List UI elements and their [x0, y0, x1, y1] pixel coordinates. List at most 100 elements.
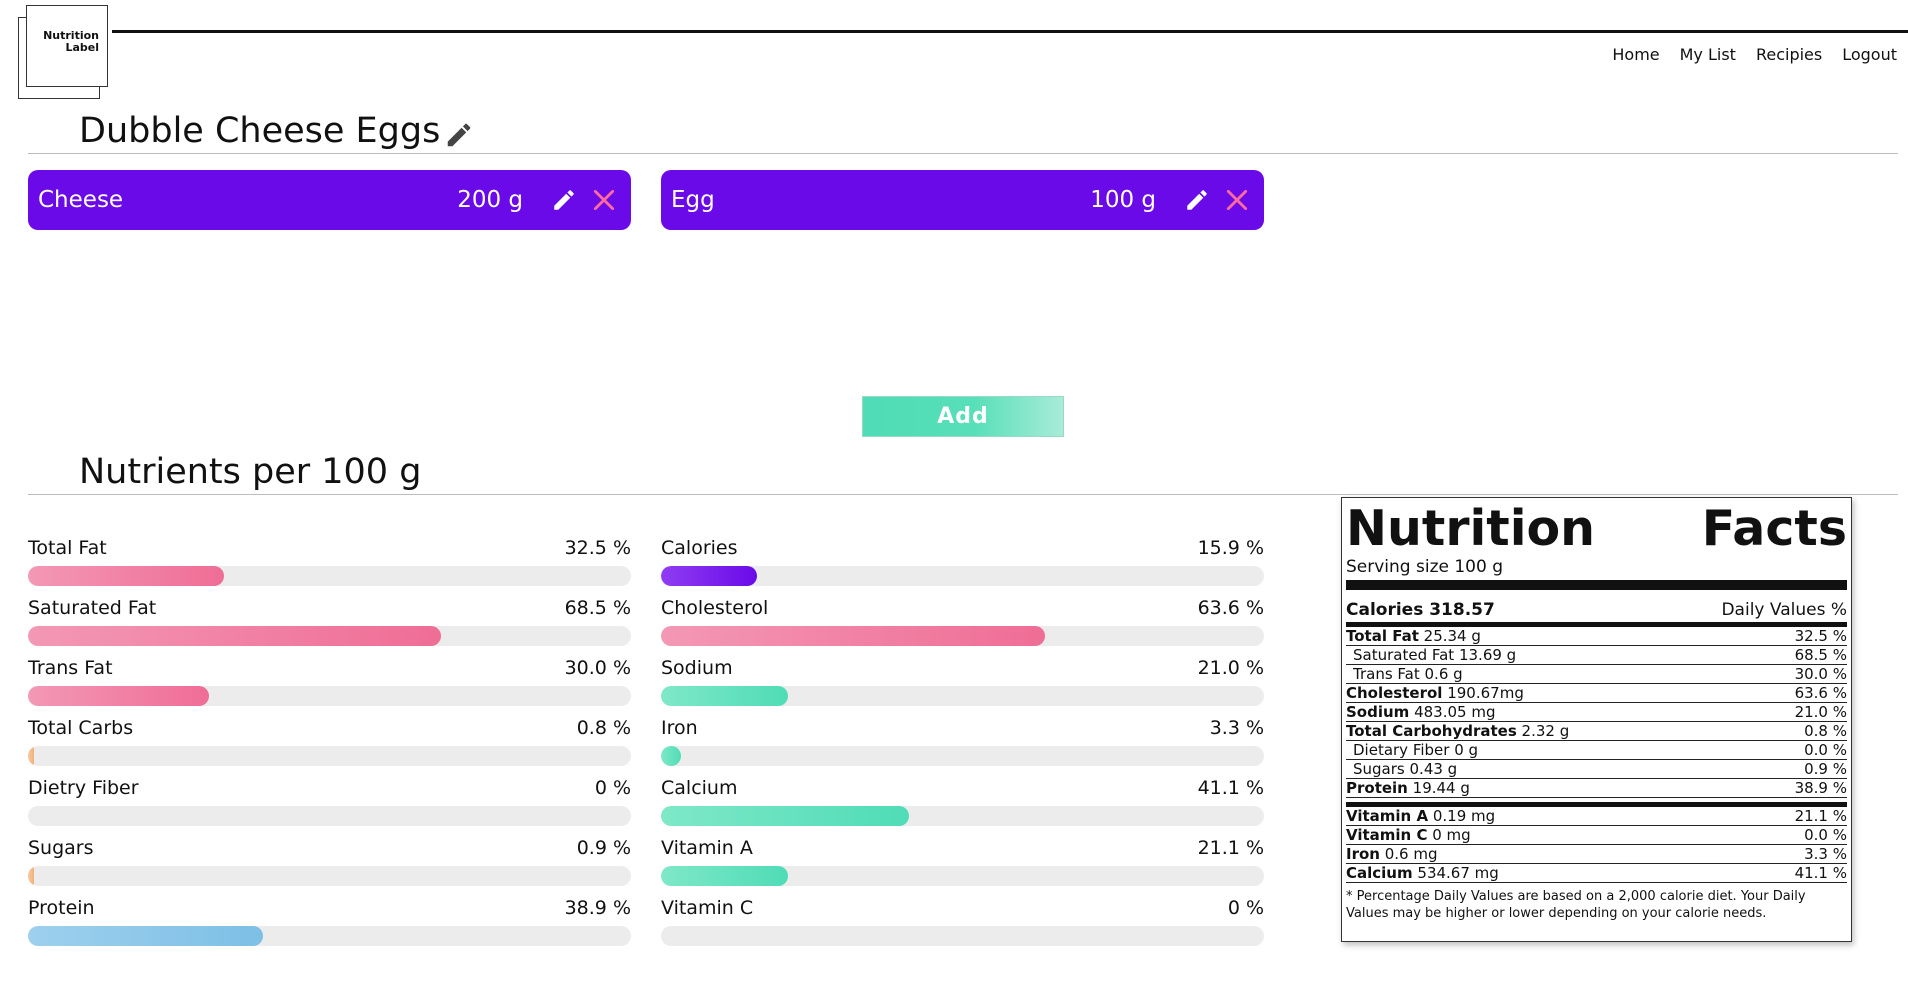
nutrient-bar-fill [28, 686, 209, 706]
facts-row: Protein 19.44 g 38.9 % [1346, 779, 1847, 798]
nutrition-facts-label: Nutrition Facts Serving size 100 g Calor… [1341, 497, 1852, 942]
nutrient-bar-track [661, 566, 1264, 586]
facts-row: Saturated Fat 13.69 g 68.5 % [1346, 646, 1847, 665]
nav-recipes-link[interactable]: Recipies [1755, 45, 1823, 64]
nutrient-bar-fill [28, 626, 442, 646]
facts-row-amount: 483.05 mg [1414, 703, 1496, 721]
nutrient-bar-fill [661, 866, 789, 886]
facts-heading: Nutrition Facts [1346, 502, 1847, 556]
nutrient-percent: 15.9 % [1197, 537, 1264, 559]
nutrient-percent: 38.9 % [564, 897, 631, 919]
nav-logout-link[interactable]: Logout [1842, 45, 1897, 64]
facts-row: Sugars 0.43 g 0.9 % [1346, 760, 1847, 779]
nutrient-row: Saturated Fat 68.5 % [28, 597, 631, 655]
facts-row-amount: 0.6 g [1424, 665, 1463, 683]
nutrient-bar-fill [661, 746, 681, 766]
facts-title-right: Facts [1701, 500, 1847, 557]
facts-daily-values-header: Daily Values % [1721, 600, 1847, 620]
facts-row-percent: 41.1 % [1794, 864, 1847, 882]
facts-row-amount: 25.34 g [1423, 627, 1481, 645]
nutrient-bar-fill [661, 686, 788, 706]
facts-row-name: Saturated Fat [1353, 646, 1455, 664]
facts-mineral-divider [1346, 802, 1847, 807]
recipe-title: Dubble Cheese Eggs [79, 111, 441, 151]
logo-line-1: Nutrition [43, 29, 99, 42]
facts-title-left: Nutrition [1346, 500, 1596, 557]
nutrient-row: Vitamin C 0 % [661, 897, 1264, 955]
nutrient-bar-fill [28, 566, 224, 586]
nutrient-bar-track [661, 686, 1264, 706]
edit-ingredient-pencil-icon[interactable] [549, 185, 579, 215]
nutrient-row: Protein 38.9 % [28, 897, 631, 955]
facts-row-percent: 68.5 % [1794, 646, 1847, 664]
nutrient-row: Vitamin A 21.1 % [661, 837, 1264, 895]
nav-home-link[interactable]: Home [1612, 45, 1660, 64]
logo-line-2: Label [65, 41, 99, 54]
nutrient-label: Dietry Fiber [28, 777, 139, 799]
facts-row-percent: 30.0 % [1794, 665, 1847, 683]
facts-row-name: Vitamin C [1346, 826, 1428, 844]
facts-row: Sodium 483.05 mg 21.0 % [1346, 703, 1847, 722]
facts-row: Dietary Fiber 0 g 0.0 % [1346, 741, 1847, 760]
facts-row-name: Sugars [1353, 760, 1405, 778]
facts-row-name: Protein [1346, 779, 1408, 797]
nutrient-row: Total Fat 32.5 % [28, 537, 631, 595]
delete-ingredient-close-icon[interactable] [1222, 185, 1252, 215]
facts-row-amount: 0.43 g [1409, 760, 1458, 778]
ingredient-name: Egg [671, 187, 715, 213]
facts-row-percent: 38.9 % [1794, 779, 1847, 797]
nutrient-label: Trans Fat [28, 657, 113, 679]
app-logo[interactable]: Nutrition Label [18, 5, 110, 99]
nutrient-bar-track [661, 626, 1264, 646]
nutrient-bar-track [28, 806, 631, 826]
facts-row-percent: 21.1 % [1794, 807, 1847, 825]
facts-row-amount: 13.69 g [1458, 646, 1517, 664]
facts-row-amount: 0.6 mg [1384, 845, 1438, 863]
facts-row: Vitamin A 0.19 mg 21.1 % [1346, 807, 1847, 826]
facts-row: Iron 0.6 mg 3.3 % [1346, 845, 1847, 864]
nutrient-label: Calories [661, 537, 738, 559]
facts-row-amount: 0 mg [1432, 826, 1471, 844]
facts-row-name: Trans Fat [1353, 665, 1420, 683]
facts-row-name: Calcium [1346, 864, 1413, 882]
nutrient-percent: 0.8 % [576, 717, 631, 739]
nutrient-label: Saturated Fat [28, 597, 157, 619]
ingredient-card-cheese[interactable]: Cheese 200 g [28, 170, 631, 230]
facts-medium-divider [1346, 622, 1847, 627]
nutrient-percent: 63.6 % [1197, 597, 1264, 619]
edit-title-pencil-icon[interactable] [444, 120, 474, 150]
facts-row-amount: 190.67mg [1447, 684, 1524, 702]
logo-text: Nutrition Label [43, 30, 99, 54]
ingredient-amount: 100 g [1090, 187, 1156, 213]
nutrient-bar-track [28, 686, 631, 706]
header-divider [112, 30, 1908, 33]
facts-row-name: Cholesterol [1346, 684, 1443, 702]
facts-calories-row: Calories 318.57 Daily Values % [1346, 598, 1847, 622]
logo-frame-front: Nutrition Label [26, 5, 108, 87]
edit-ingredient-pencil-icon[interactable] [1182, 185, 1212, 215]
nutrient-label: Protein [28, 897, 95, 919]
delete-ingredient-close-icon[interactable] [589, 185, 619, 215]
nutrient-row: Iron 3.3 % [661, 717, 1264, 775]
facts-row-name: Total Carbohydrates [1346, 722, 1517, 740]
facts-row: Total Carbohydrates 2.32 g 0.8 % [1346, 722, 1847, 741]
nutrient-label: Iron [661, 717, 698, 739]
nutrient-label: Total Carbs [28, 717, 134, 739]
facts-row-percent: 0.8 % [1804, 722, 1847, 740]
facts-row-percent: 32.5 % [1794, 627, 1847, 645]
ingredient-card-egg[interactable]: Egg 100 g [661, 170, 1264, 230]
nutrient-bar-track [28, 566, 631, 586]
nutrient-percent: 21.1 % [1197, 837, 1264, 859]
nutrient-bar-track [28, 866, 631, 886]
nutrient-percent: 3.3 % [1209, 717, 1264, 739]
facts-row-percent: 0.0 % [1804, 826, 1847, 844]
nutrient-bar-track [28, 926, 631, 946]
add-ingredient-button[interactable]: Add [862, 396, 1064, 437]
nav-my-list-link[interactable]: My List [1679, 45, 1736, 64]
nutrient-bar-track [661, 866, 1264, 886]
nutrient-percent: 0 % [594, 777, 631, 799]
facts-row-name: Dietary Fiber [1353, 741, 1450, 759]
facts-footnote: * Percentage Daily Values are based on a… [1346, 889, 1806, 921]
title-divider [28, 153, 1898, 154]
facts-row-percent: 3.3 % [1804, 845, 1847, 863]
